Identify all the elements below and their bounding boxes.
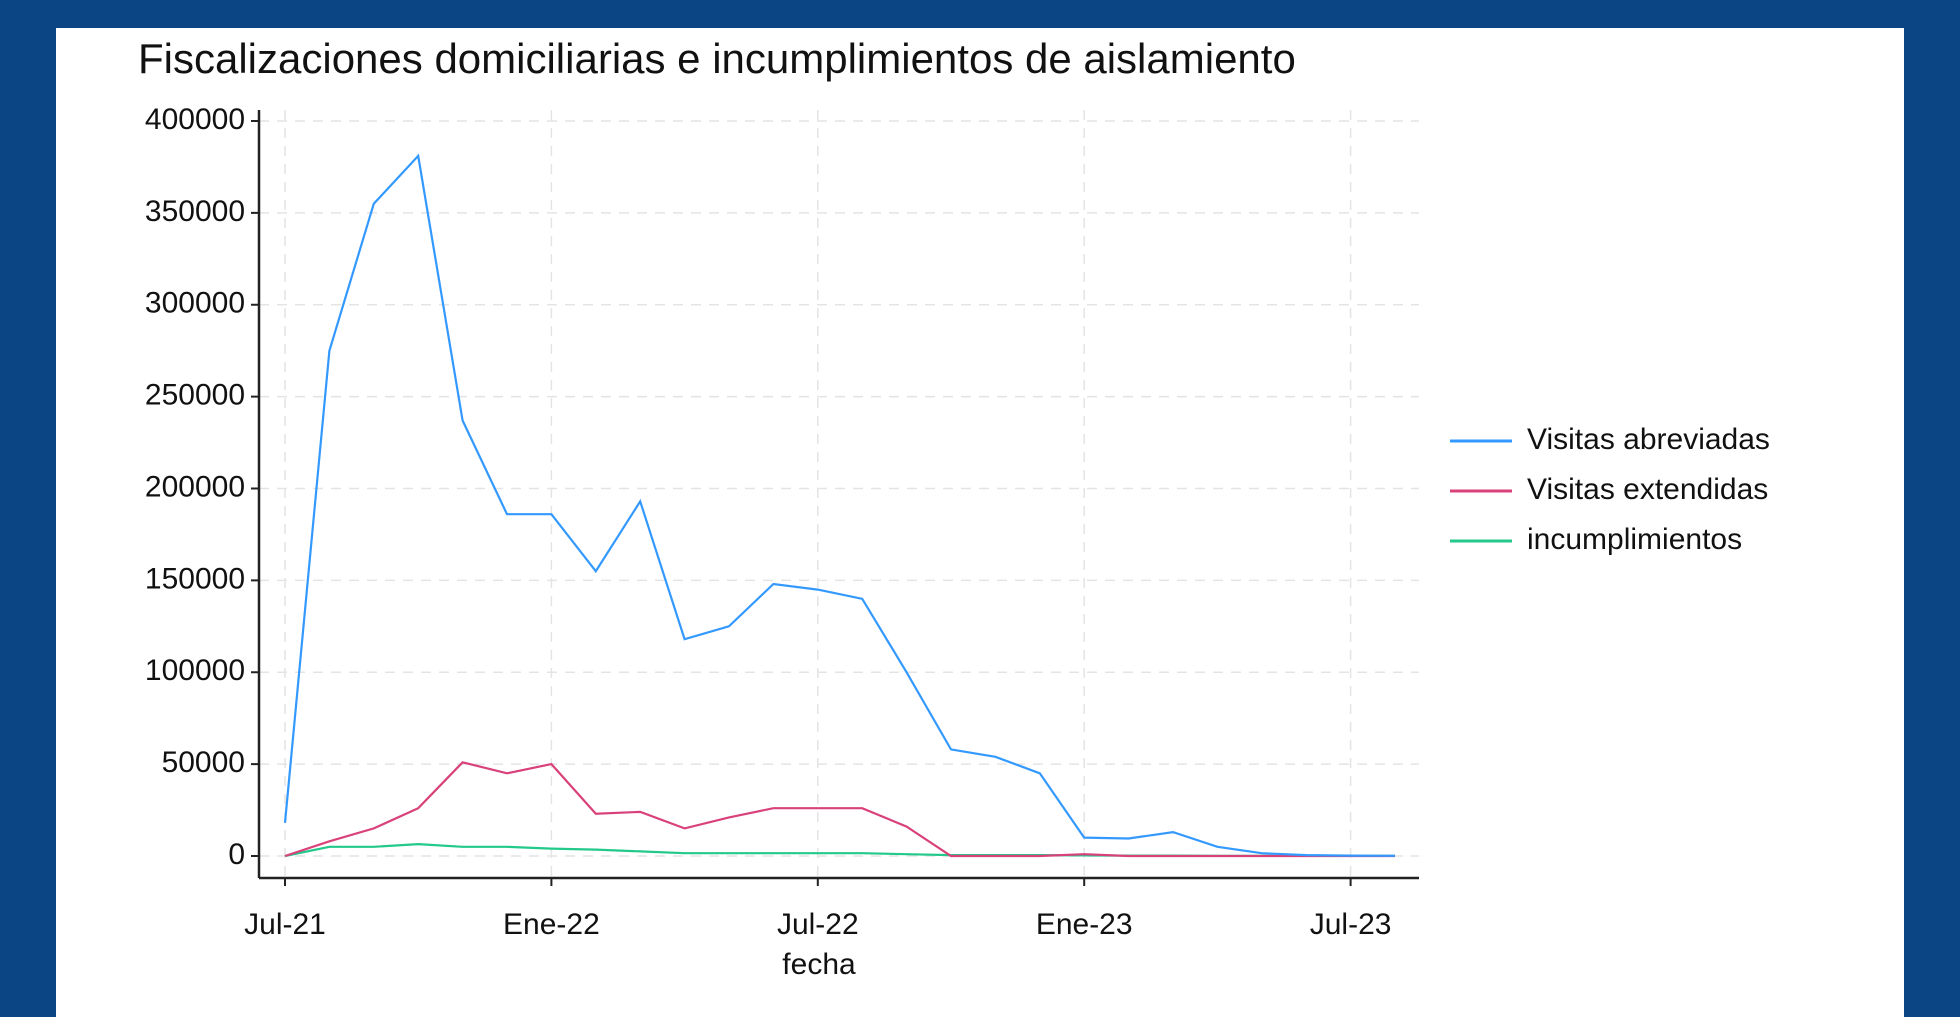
x-axis-label: fecha xyxy=(782,948,856,981)
y-tick-label: 150000 xyxy=(145,562,245,595)
legend-label: Visitas extendidas xyxy=(1527,473,1768,506)
legend-label: Visitas abreviadas xyxy=(1527,423,1770,456)
y-tick-label: 400000 xyxy=(145,103,245,136)
series-line xyxy=(284,761,1395,858)
series-line xyxy=(283,153,1396,857)
y-tick-label: 300000 xyxy=(145,287,245,320)
panel xyxy=(56,28,1904,1017)
x-tick-label: Jul-23 xyxy=(1310,908,1392,941)
x-tick-label: Jul-22 xyxy=(777,908,859,941)
chart-title: Fiscalizaciones domiciliarias e incumpli… xyxy=(138,35,1296,82)
x-tick-label: Ene-23 xyxy=(1036,908,1133,941)
y-tick-label: 350000 xyxy=(145,195,245,228)
y-tick-label: 200000 xyxy=(145,470,245,503)
y-tick-label: 250000 xyxy=(145,379,245,412)
legend-label: incumplimientos xyxy=(1527,523,1742,556)
x-tick-label: Ene-22 xyxy=(503,908,600,941)
y-tick-label: 50000 xyxy=(162,746,245,779)
y-tick-label: 100000 xyxy=(145,654,245,687)
y-tick-label: 0 xyxy=(228,838,245,871)
x-tick-label: Jul-21 xyxy=(244,908,326,941)
